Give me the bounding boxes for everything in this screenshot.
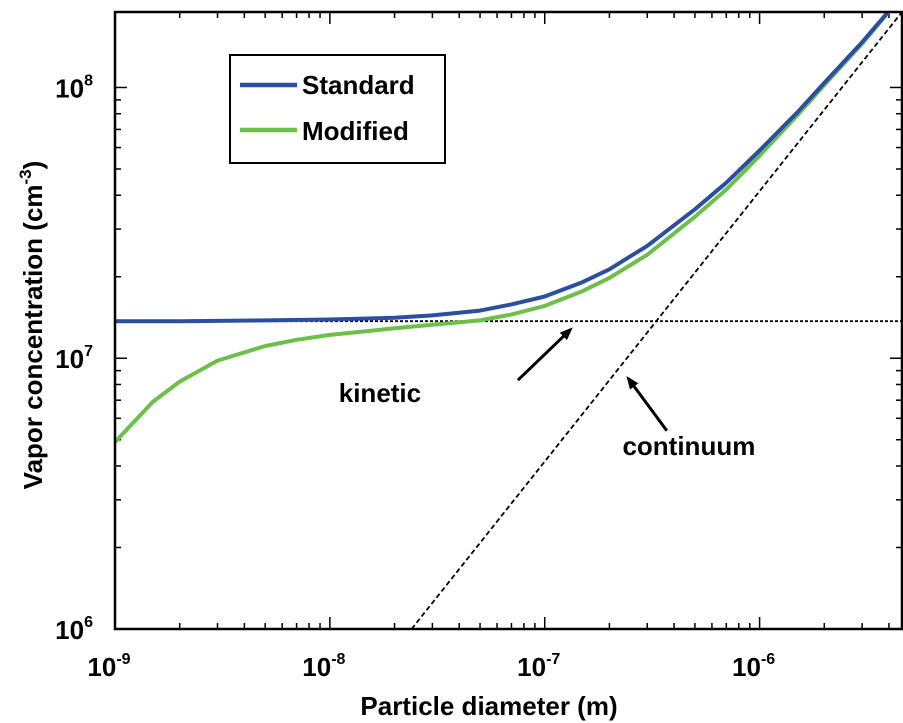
kinetic-arrow-head: [559, 327, 573, 341]
x-tick-label: 10-7: [517, 651, 560, 682]
continuum-limit-line: [410, 12, 903, 629]
y-tick-label: 106: [55, 614, 93, 645]
x-tick-label: 10-9: [87, 651, 130, 682]
x-axis-label: Particle diameter (m): [360, 691, 617, 721]
continuum-label: continuum: [622, 431, 755, 461]
series-layer: [115, 12, 903, 629]
plot-frame: [113, 10, 903, 631]
annotations: kinetic continuum: [339, 327, 755, 461]
x-tick-label: 10-8: [302, 651, 345, 682]
series-line-standard: [115, 12, 891, 324]
x-tick-labels: 10-9 10-8 10-7 10-6: [87, 651, 775, 682]
continuum-arrow-line: [631, 384, 669, 432]
continuum-arrow-head: [626, 375, 639, 390]
legend-label-modified: Modified: [302, 116, 409, 146]
series-line-modified: [115, 12, 892, 445]
legend: Standard Modified: [229, 54, 446, 164]
x-tick-label: 10-6: [732, 651, 775, 682]
y-tick-label: 107: [55, 343, 93, 374]
y-tick-labels: 106 107 108: [55, 72, 93, 645]
y-axis-label: Vapor concentration (cm-3): [16, 161, 48, 490]
legend-label-standard: Standard: [302, 70, 415, 100]
kinetic-label: kinetic: [339, 378, 421, 408]
y-tick-label: 108: [55, 72, 93, 103]
kinetic-arrow-line: [516, 334, 566, 382]
legend-box: [229, 54, 446, 164]
